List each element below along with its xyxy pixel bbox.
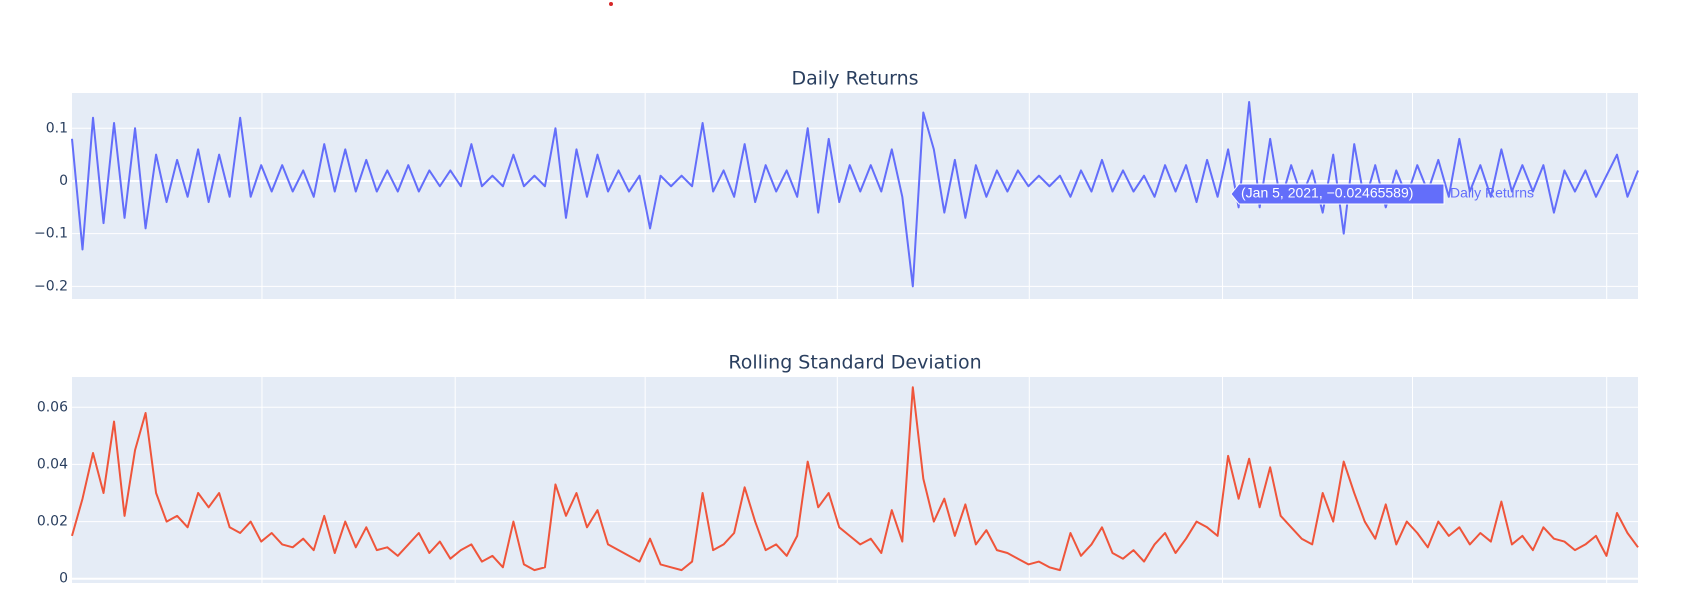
line-series xyxy=(71,100,1639,288)
hover-tooltip: (Jan 5, 2021, −0.02465589) Daily Returns xyxy=(1230,183,1534,205)
plot-area xyxy=(72,377,1638,583)
y-tick-label: 0 xyxy=(59,173,68,189)
stray-dot xyxy=(609,2,613,6)
y-tick-label: 0 xyxy=(59,571,68,587)
y-tick-label: 0.02 xyxy=(37,514,68,530)
y-tick-label: −0.1 xyxy=(34,226,68,242)
y-tick-label: −0.2 xyxy=(34,278,68,294)
subplot-title: Daily Returns xyxy=(791,68,918,90)
line-series xyxy=(71,386,1639,572)
subplot-title: Rolling Standard Deviation xyxy=(728,352,981,374)
tooltip-trace-name: Daily Returns xyxy=(1450,185,1534,201)
tooltip-text: (Jan 5, 2021, −0.02465589) xyxy=(1241,185,1413,201)
y-tick-label: 0.1 xyxy=(46,120,68,136)
y-tick-label: 0.06 xyxy=(37,399,68,415)
tooltip-box xyxy=(1230,183,1445,205)
y-tick-label: 0.04 xyxy=(37,456,68,472)
